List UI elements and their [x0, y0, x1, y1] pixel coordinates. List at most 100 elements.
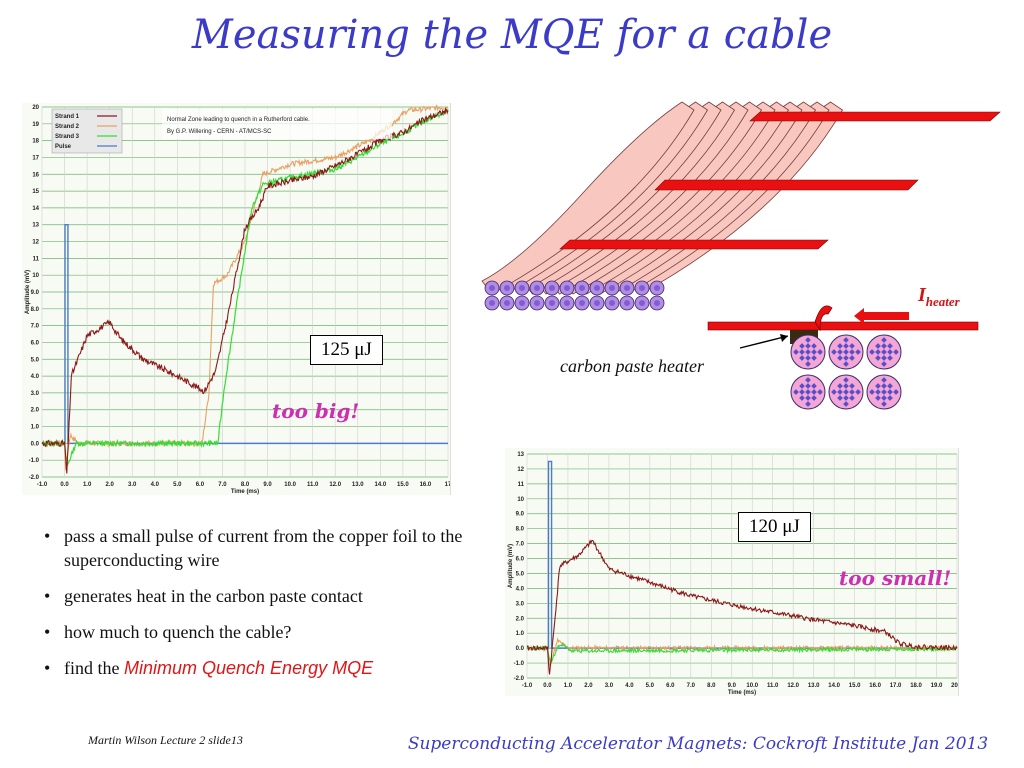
filament	[875, 389, 881, 395]
y-tick-label: 10	[32, 273, 39, 279]
strand-core	[549, 300, 555, 306]
x-tick-label: 12.0	[329, 482, 341, 488]
filament	[843, 377, 849, 383]
x-tick-label: 3.0	[128, 482, 137, 488]
heater-caption: carbon paste heater	[560, 356, 704, 376]
x-tick-label: 13.0	[808, 683, 820, 689]
current-label: Iheater	[918, 284, 960, 310]
pulse-series	[527, 460, 957, 649]
x-tick-label: 5.0	[646, 683, 655, 689]
chart-bottom-svg: 13 12 11 10 9.0 8.0 7.0 6.0 5.0 4.0 3.0 2.0 1.0 0.0 -1…	[508, 452, 958, 696]
strand-core	[624, 285, 630, 291]
filament	[831, 389, 837, 395]
filament	[881, 343, 887, 349]
filament	[849, 395, 855, 401]
filament	[881, 377, 887, 383]
chart-top: 20 19 18 17 16 15 14 13 12 11 10 9.0 8.0 7.0 6.0 5.0 4.0…	[22, 103, 451, 495]
verdict-top: too big!	[272, 399, 360, 423]
strand-core	[579, 300, 585, 306]
filament	[893, 349, 899, 355]
strand-core	[549, 285, 555, 291]
chart-bottom: 13 12 11 10 9.0 8.0 7.0 6.0 5.0 4.0 3.0 2.0 1.0 0.0 -1…	[505, 448, 959, 696]
heater-strip	[559, 239, 829, 250]
filament	[855, 349, 861, 355]
bullet-list: pass a small pulse of current from the c…	[42, 524, 472, 692]
annotation-text: By G.P. Willering - CERN - AT/MCS-SC	[167, 129, 272, 135]
x-tick-label: 20.0	[951, 683, 958, 689]
strand-core	[504, 300, 510, 306]
filament	[849, 383, 855, 389]
x-tick-label: 1.0	[83, 482, 92, 488]
y-axis-label: Amplitude (mV)	[25, 270, 31, 314]
y-tick-label: 13	[32, 223, 39, 229]
energy-label-top: 125 μJ	[310, 335, 383, 365]
y-tick-label: 5.0	[31, 357, 40, 363]
legend-label: Pulse	[55, 144, 72, 150]
x-tick-label: 16.0	[420, 482, 432, 488]
strand-core	[639, 285, 645, 291]
filament	[799, 383, 805, 389]
filament	[843, 349, 849, 355]
strand-core	[654, 285, 660, 291]
y-tick-label: 3.0	[516, 601, 525, 607]
strand1-series	[41, 107, 449, 474]
x-tick-label: -1.0	[522, 683, 533, 689]
y-tick-label: 12	[517, 467, 524, 473]
x-axis-label: Time (ms)	[231, 489, 259, 495]
filament	[805, 355, 811, 361]
x-tick-label: 12.0	[787, 683, 799, 689]
y-tick-label: 2.0	[516, 616, 525, 622]
x-tick-label: 11.0	[307, 482, 319, 488]
y-tick-label: 11	[518, 482, 525, 488]
filament	[811, 395, 817, 401]
y-tick-label: 5.0	[516, 571, 525, 577]
current-arrow	[854, 308, 909, 324]
current-label-sub: heater	[925, 294, 960, 309]
filament	[887, 395, 893, 401]
filament	[881, 383, 887, 389]
x-tick-label: 6.0	[196, 482, 205, 488]
current-arrow-bend	[814, 305, 833, 332]
legend-label: Strand 2	[55, 124, 80, 130]
filament	[875, 395, 881, 401]
filament	[887, 383, 893, 389]
legend-label: Strand 3	[55, 134, 80, 140]
energy-label-bottom: 120 μJ	[738, 512, 811, 542]
y-tick-label: 2.0	[31, 408, 40, 414]
bullet-item: find the Minimum Quench Energy MQE	[42, 656, 472, 680]
x-tick-label: 15.0	[849, 683, 861, 689]
bullet-prefix: find the	[64, 658, 124, 678]
strand-core	[519, 300, 525, 306]
filament	[843, 389, 849, 395]
filament	[811, 389, 817, 395]
filament	[869, 389, 875, 395]
filament	[799, 395, 805, 401]
filament	[811, 349, 817, 355]
y-tick-label: 7.0	[516, 542, 525, 548]
cable-strand	[481, 101, 695, 295]
filament	[875, 355, 881, 361]
y-tick-label: 1.0	[516, 631, 525, 637]
y-tick-label: 13	[517, 452, 524, 458]
filament	[793, 349, 799, 355]
x-tick-label: 19.0	[931, 683, 943, 689]
filament	[843, 337, 849, 343]
strand-core	[519, 285, 525, 291]
strand-core	[504, 285, 510, 291]
filament	[799, 343, 805, 349]
heater-strip	[654, 179, 919, 191]
x-tick-label: 2.0	[584, 683, 593, 689]
filament	[849, 343, 855, 349]
x-tick-label: 16.0	[869, 683, 881, 689]
filament	[843, 361, 849, 367]
filament	[811, 343, 817, 349]
y-tick-label: 10	[517, 497, 524, 503]
x-tick-label: 2.0	[105, 482, 114, 488]
filament	[817, 389, 823, 395]
x-tick-label: 0.0	[543, 683, 552, 689]
filament	[881, 337, 887, 343]
filament	[881, 395, 887, 401]
y-tick-label: 19	[32, 122, 39, 128]
x-tick-label: 13.0	[352, 482, 364, 488]
filament	[805, 383, 811, 389]
